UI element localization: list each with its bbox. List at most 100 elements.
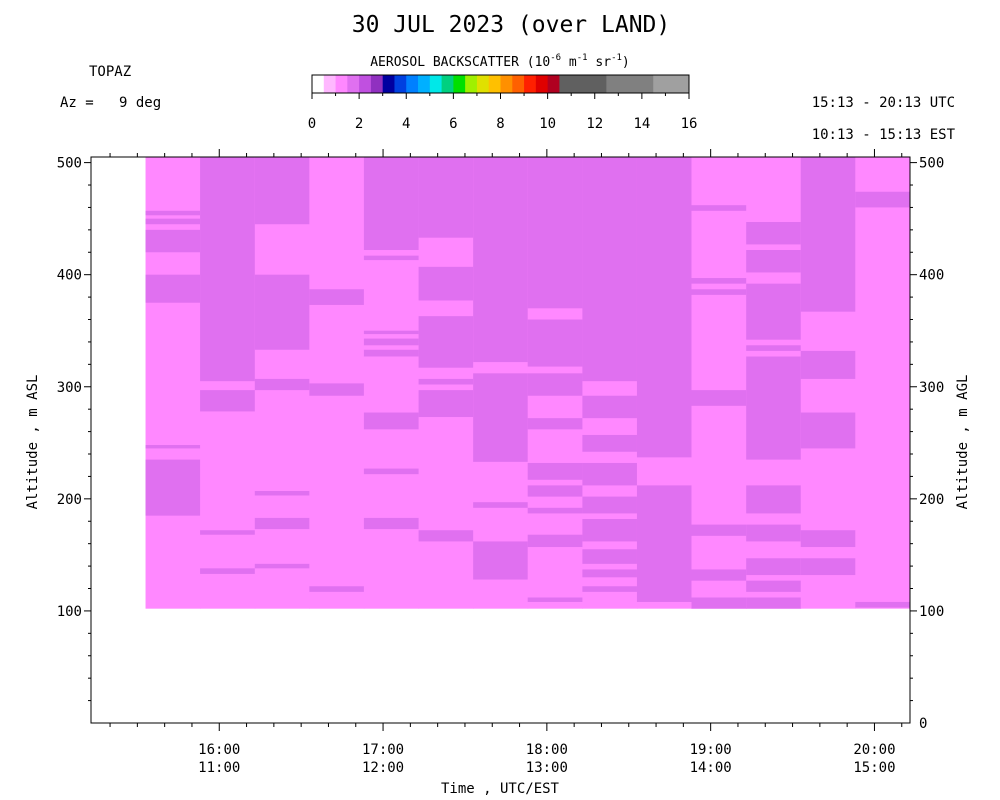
- x-tick-label-est: 11:00: [198, 760, 240, 776]
- heatmap-cell-high: [691, 597, 747, 609]
- colorbar-swatch: [512, 75, 525, 93]
- heatmap-cell-high: [746, 558, 802, 576]
- colorbar-swatch: [370, 75, 384, 93]
- heatmap-cell-high: [746, 524, 802, 542]
- heatmap-cell-high: [254, 517, 310, 530]
- y-tick-label-right: 300: [919, 380, 944, 396]
- heatmap-cell-high: [254, 490, 310, 496]
- x-tick-label-est: 13:00: [526, 760, 568, 776]
- heatmap-cell-high: [855, 191, 911, 208]
- y-tick-label-right: 500: [919, 156, 944, 172]
- colorbar-tick-label: 6: [449, 116, 457, 132]
- heatmap-cell-high: [582, 395, 638, 419]
- heatmap-cell-high: [309, 383, 365, 396]
- colorbar-tick-label: 10: [539, 116, 556, 132]
- colorbar-swatch: [441, 75, 454, 93]
- y-tick-label-right: 100: [919, 604, 944, 620]
- colorbar-label-exp1: -6: [550, 53, 561, 63]
- heatmap-cell-high: [363, 157, 420, 251]
- heatmap-cells: [145, 157, 911, 609]
- x-tick-label-utc: 16:00: [198, 742, 240, 758]
- colorbar-swatch: [524, 75, 537, 93]
- heatmap-cell-high: [746, 356, 802, 460]
- y-tick-label-left: 400: [57, 268, 82, 284]
- heatmap-cell-high: [363, 330, 420, 335]
- heatmap-cell-high: [691, 205, 747, 211]
- heatmap-cell-high: [418, 316, 474, 368]
- heatmap-cell-high: [527, 373, 583, 396]
- heatmap-cell-high: [363, 517, 420, 530]
- heatmap-cell-high: [254, 274, 310, 350]
- x-tick-label-est: 12:00: [362, 760, 404, 776]
- x-tick-label-est: 14:00: [690, 760, 732, 776]
- heatmap-cell-high: [800, 412, 856, 449]
- heatmap-cell-high: [527, 418, 583, 430]
- colorbar-swatch: [323, 75, 336, 93]
- heatmap-cell-high: [527, 157, 583, 309]
- colorbar-swatch: [653, 75, 689, 93]
- azimuth-label: Az = 9 deg: [60, 95, 161, 111]
- heatmap-cell-high: [418, 530, 474, 542]
- heatmap-cell-high: [691, 390, 747, 406]
- colorbar-swatch: [418, 75, 431, 93]
- heatmap-column: [145, 157, 201, 609]
- colorbar-swatch: [429, 75, 442, 93]
- heatmap-cell-high: [746, 597, 802, 609]
- heatmap-cell-high: [309, 586, 365, 592]
- colorbar-label-main: AEROSOL BACKSCATTER (10: [370, 55, 550, 70]
- heatmap-cell-high: [582, 519, 638, 542]
- y-tick-label-left: 200: [57, 492, 82, 508]
- heatmap-cell-high: [145, 229, 201, 253]
- heatmap-cell-high: [746, 485, 802, 514]
- colorbar-tick-label: 14: [633, 116, 650, 132]
- plot-frame: [90, 156, 911, 724]
- colorbar-label-unit-m: m: [561, 55, 577, 70]
- heatmap-cell-high: [582, 496, 638, 514]
- heatmap-cell-high: [582, 434, 638, 452]
- time-range-est: 10:13 - 15:13 EST: [812, 127, 956, 143]
- heatmap-cell-high: [200, 157, 256, 382]
- heatmap-cell-high: [527, 319, 583, 367]
- colorbar-swatch: [500, 75, 513, 93]
- colorbar-swatch: [606, 75, 654, 93]
- heatmap-cell-high: [363, 255, 420, 261]
- heatmap-cell-high: [363, 468, 420, 475]
- y-tick-label-right: 400: [919, 268, 944, 284]
- colorbar-swatch: [382, 75, 395, 93]
- colorbar-swatch: [535, 75, 549, 93]
- heatmap-cell-high: [582, 157, 638, 382]
- x-axis-label: Time , UTC/EST: [441, 781, 560, 797]
- x-tick-label-utc: 18:00: [526, 742, 568, 758]
- colorbar-tick-label: 16: [681, 116, 698, 132]
- heatmap-cell-high: [800, 530, 856, 548]
- colorbar-swatch: [359, 75, 372, 93]
- colorbar-label-unit-sr: sr: [588, 55, 612, 70]
- colorbar-label-exp2: -1: [577, 53, 588, 63]
- colorbar-tick-label: 0: [308, 116, 316, 132]
- heatmap-cell-high: [691, 289, 747, 295]
- heatmap-cell-high: [746, 345, 802, 351]
- heatmap-cell-high: [691, 278, 747, 284]
- heatmap-cell-high: [527, 462, 583, 480]
- colorbar-swatch: [465, 75, 478, 93]
- heatmap-cell-high: [746, 250, 802, 273]
- colorbar-swatch: [559, 75, 607, 93]
- instrument-label: TOPAZ: [89, 64, 131, 80]
- heatmap-cell-high: [254, 563, 310, 569]
- heatmap-cell-high: [145, 218, 201, 225]
- heatmap-cell-high: [418, 266, 474, 301]
- colorbar: 0 2 4 6 8 10 12 14 16: [308, 74, 698, 132]
- heatmap-cell-high: [800, 350, 856, 379]
- heatmap-column: [691, 157, 747, 609]
- heatmap-cell-high: [363, 349, 420, 357]
- y-axis-label-right: Altitude , m AGL: [955, 375, 971, 510]
- heatmap-cell-high: [145, 210, 201, 216]
- heatmap-cell-high: [254, 157, 310, 225]
- colorbar-tick-label: 8: [496, 116, 504, 132]
- heatmap-cell-high: [800, 157, 856, 312]
- heatmap-cell-high: [473, 373, 529, 462]
- heatmap-cell-high: [855, 601, 911, 608]
- y-tick-label-right: 0: [919, 716, 927, 732]
- y-axis-label-left: Altitude , m ASL: [25, 375, 41, 510]
- heatmap-cell-high: [254, 378, 310, 391]
